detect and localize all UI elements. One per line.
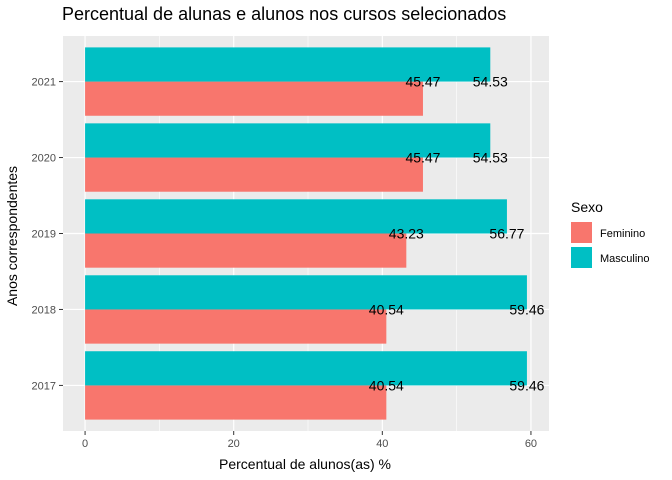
data-label-masculino: 56.77	[489, 226, 524, 242]
bar-masculino	[85, 47, 491, 82]
bar-masculino	[85, 275, 527, 310]
bar-feminino	[85, 81, 423, 116]
data-label-masculino: 54.53	[473, 74, 508, 90]
data-label-feminino: 43.23	[389, 226, 424, 242]
legend-key-feminino	[571, 222, 592, 243]
bar-masculino	[85, 123, 491, 158]
data-label-masculino: 54.53	[473, 150, 508, 166]
y-tick-label: 2020	[32, 153, 56, 165]
data-label-feminino: 40.54	[369, 301, 404, 317]
data-label-feminino: 45.47	[405, 74, 440, 90]
data-label-feminino: 45.47	[405, 150, 440, 166]
bar-feminino	[85, 157, 423, 192]
legend-key-masculino	[571, 247, 592, 268]
x-axis: 0 20 40 60	[82, 431, 537, 450]
x-axis-title: Percentual de alunos(as) %	[219, 456, 391, 472]
legend: Sexo Feminino Masculino	[571, 199, 650, 268]
y-tick-label: 2017	[32, 380, 56, 392]
bars	[85, 47, 527, 420]
bar-masculino	[85, 199, 507, 234]
chart-title: Percentual de alunas e alunos nos cursos…	[62, 4, 506, 24]
legend-label-masculino: Masculino	[600, 253, 650, 265]
y-axis: 2017 2018 2019 2020 2021	[32, 77, 63, 392]
legend-label-feminino: Feminino	[600, 228, 645, 240]
y-tick-label: 2019	[32, 229, 56, 241]
data-label-feminino: 40.54	[369, 377, 404, 393]
x-tick-label: 0	[82, 438, 88, 450]
x-tick-label: 20	[228, 438, 240, 450]
y-axis-title: Anos correspondentes	[4, 166, 20, 306]
x-tick-label: 60	[525, 438, 537, 450]
bar-feminino	[85, 309, 387, 344]
y-tick-label: 2018	[32, 304, 56, 316]
bar-masculino	[85, 351, 527, 386]
data-labels: 40.54 40.54 43.23 45.47 45.47 59.46 59.46 56.77…	[369, 74, 545, 394]
data-label-masculino: 59.46	[509, 301, 544, 317]
bar-feminino	[85, 385, 387, 420]
y-tick-label: 2021	[32, 77, 56, 89]
bar-feminino	[85, 233, 407, 268]
legend-title: Sexo	[571, 199, 603, 215]
data-label-masculino: 59.46	[509, 377, 544, 393]
x-tick-label: 40	[376, 438, 388, 450]
